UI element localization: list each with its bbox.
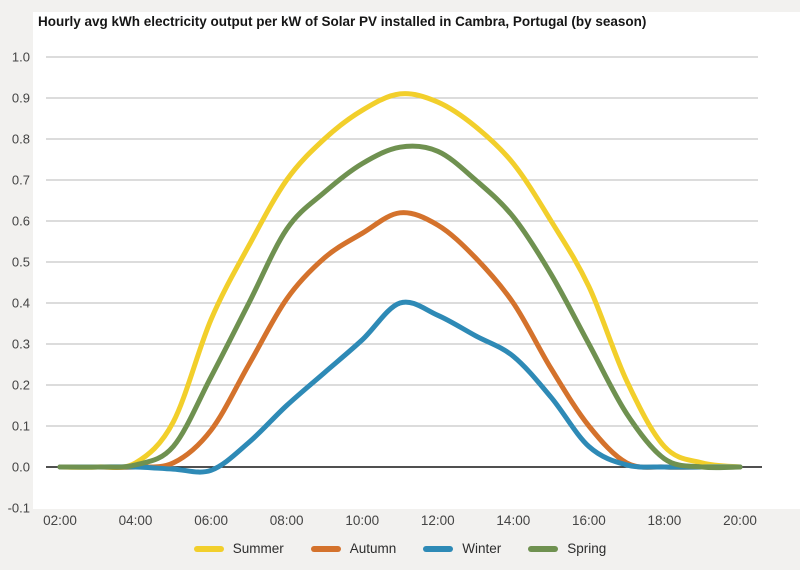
y-tick-label: 0.5 [12,255,30,270]
legend-label-spring: Spring [567,541,607,556]
legend-label-autumn: Autumn [349,541,397,556]
legend-item-winter: Winter [423,541,501,556]
x-tick-label: 14:00 [496,513,530,528]
series-line-winter [57,299,743,475]
y-tick-label: 0.6 [12,214,30,229]
legend-item-summer: Summer [193,541,284,556]
x-tick-label: 02:00 [43,513,77,528]
x-tick-label: 16:00 [572,513,606,528]
chart-legend: Summer Autumn Winter Spring [0,541,800,556]
x-tick-label: 12:00 [421,513,455,528]
legend-label-summer: Summer [232,541,284,556]
legend-item-autumn: Autumn [310,541,397,556]
legend-swatch-spring-icon [528,545,559,552]
y-tick-label: 0.2 [12,378,30,393]
legend-swatch-summer-icon [193,545,224,552]
y-tick-label: 0.9 [12,91,30,106]
legend-label-winter: Winter [462,541,502,556]
chart-title: Hourly avg kWh electricity output per kW… [38,14,647,29]
x-tick-label: 18:00 [648,513,682,528]
y-tick-label: 0.8 [12,132,30,147]
series-line-spring [57,143,743,471]
x-tick-label: 08:00 [270,513,304,528]
y-tick-label: 0.3 [12,337,30,352]
legend-item-spring: Spring [528,541,606,556]
x-tick-label: 10:00 [345,513,379,528]
x-tick-label: 04:00 [119,513,153,528]
legend-swatch-winter-icon [423,545,454,552]
y-tick-label: 0.0 [12,460,30,475]
y-tick-label: 1.0 [12,50,30,65]
y-tick-label: 0.7 [12,173,30,188]
y-tick-label: 0.1 [12,419,30,434]
legend-swatch-autumn-icon [310,545,341,552]
x-tick-label: 20:00 [723,513,757,528]
y-tick-label: -0.1 [8,501,30,516]
series-line-summer [57,91,743,470]
y-tick-label: 0.4 [12,296,30,311]
x-tick-label: 06:00 [194,513,228,528]
